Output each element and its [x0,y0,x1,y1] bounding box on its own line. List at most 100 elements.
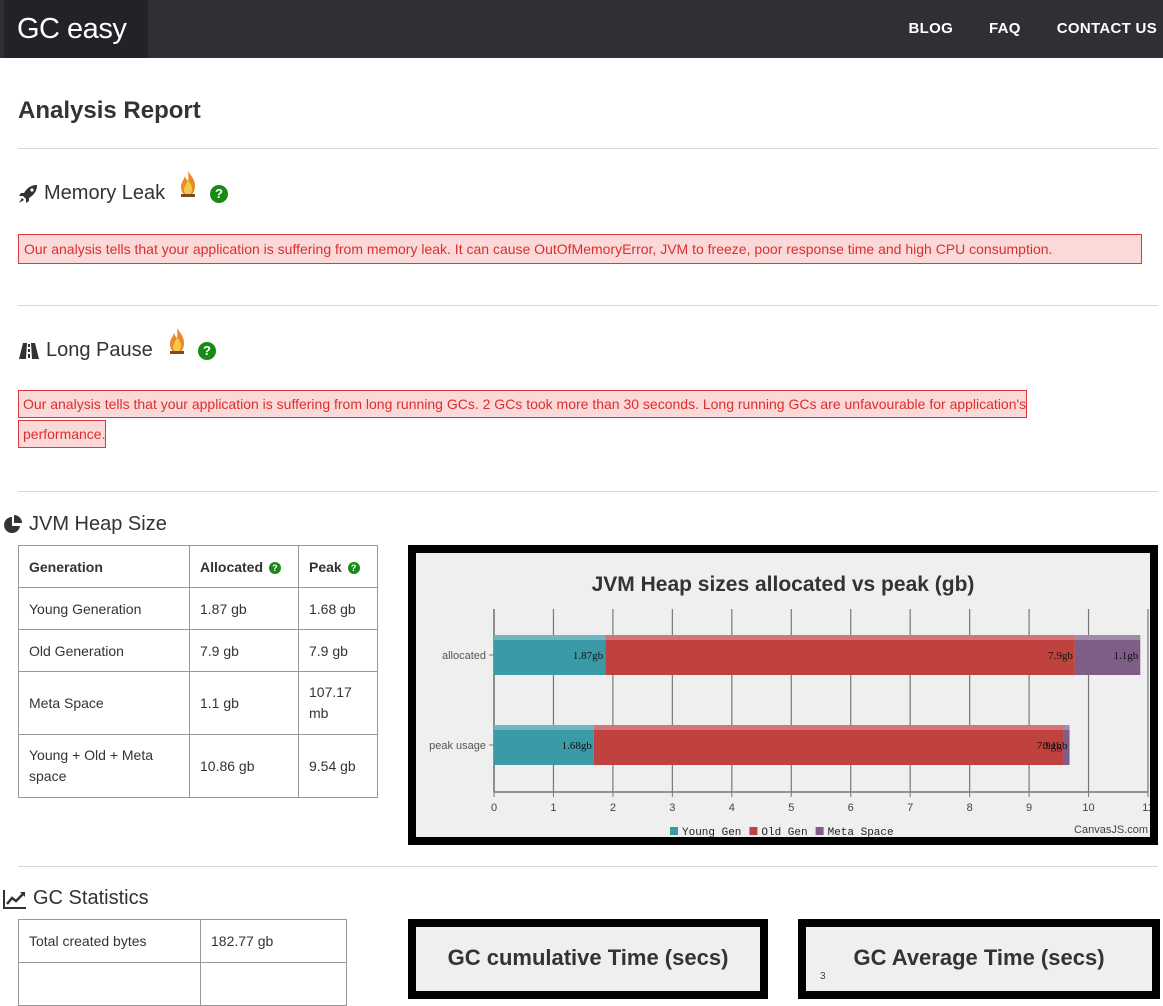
fire-icon [181,171,195,197]
allocated-help-icon[interactable]: ? [268,561,281,574]
table-cell: Young Generation [18,587,190,630]
x-tick-label: 5 [788,802,794,814]
legend-label: Old Gen [761,827,807,837]
bar-segment [1074,635,1141,675]
data-label: 7.9gb [1048,650,1073,662]
legend-swatch [749,827,758,835]
x-tick-label: 9 [1026,802,1032,814]
peak-help-icon[interactable]: ? [347,561,360,574]
x-tick-label: 11 [1142,802,1150,814]
long-pause-help-icon[interactable]: ? [198,342,216,360]
line-chart-icon [3,889,26,909]
x-tick-label: 8 [967,802,973,814]
heap-table: Generation Allocated ? Peak ? Young Gene… [18,545,378,798]
data-label: 1.1gb [1114,650,1139,662]
data-label: 0.1gb [1043,740,1068,752]
table-cell: 182.77 gb [200,919,347,963]
table-row: Meta Space 1.1 gb 107.17 mb [18,671,378,735]
bar-segment [494,635,606,675]
gc-statistics-heading: GC Statistics [3,887,149,910]
bar-segment [1063,725,1070,765]
legend-label: Young Gen [682,827,741,837]
gc-stats-table: Total created bytes 182.77 gb [18,919,347,1006]
table-header-row: Generation Allocated ? Peak ? [18,545,378,588]
bar-highlight [605,635,1075,640]
header-allocated-label: Allocated [200,558,264,575]
table-cell: 7.9 gb [189,629,299,672]
data-label: 7.9gb [1037,740,1062,752]
pie-chart-icon [4,514,22,533]
legend-label: Meta Space [828,827,894,837]
table-cell: 9.54 gb [298,734,378,798]
x-tick-label: 6 [848,802,854,814]
navbar: GC easy BLOG FAQ CONTACT US [0,0,1163,58]
heap-chart: JVM Heap sizes allocated vs peak (gb) 0 1… [408,545,1158,845]
nav-link-blog[interactable]: BLOG [908,20,954,37]
canvasjs-credit[interactable]: CanvasJS.com [1074,824,1148,836]
x-tick-label: 3 [669,802,675,814]
jvm-heap-title: JVM Heap Size [29,513,167,535]
bar-segment [494,725,594,765]
rocket-icon [19,184,37,203]
page-title: Analysis Report [18,97,201,124]
data-label: 1.87gb [573,650,604,662]
memory-leak-help-icon[interactable]: ? [210,185,228,203]
bar-highlight [494,635,606,640]
table-cell [200,962,347,1006]
x-tick-label: 10 [1082,802,1094,814]
header-peak: Peak ? [298,545,378,588]
y-tick-label: allocated [442,650,486,662]
x-tick-label: 1 [550,802,556,814]
header-generation: Generation [18,545,190,588]
data-label: 1.68gb [562,740,593,752]
bar-highlight [593,725,1064,730]
nav-links: BLOG FAQ CONTACT US [873,0,1158,58]
long-pause-title: Long Pause [46,339,153,361]
bar-highlight [494,725,594,730]
x-tick-label: 0 [491,802,497,814]
table-cell: Old Generation [18,629,190,672]
bar-segment [605,635,1075,675]
x-tick-label: 2 [610,802,616,814]
bar-segment [593,725,1064,765]
gc-statistics-title: GC Statistics [33,887,149,909]
chart-title: GC Average Time (secs) [853,945,1105,970]
x-tick-label: 4 [729,802,735,814]
x-tick-label: 7 [907,802,913,814]
chart-title: GC cumulative Time (secs) [447,945,729,970]
memory-leak-alert: Our analysis tells that your application… [18,234,1142,264]
jvm-heap-heading: JVM Heap Size [3,513,167,536]
bar-highlight [1074,635,1141,640]
table-cell: Young + Old + Meta space [18,734,190,798]
legend-swatch [815,827,824,835]
table-cell: Meta Space [18,671,190,735]
divider [18,866,1158,867]
table-row [18,962,347,1006]
divider [18,148,1158,149]
long-pause-alert-text: Our analysis tells that your application… [18,390,1028,448]
divider [18,305,1158,306]
table-row: Young + Old + Meta space 10.86 gb 9.54 g… [18,734,378,798]
table-cell: 1.1 gb [189,671,299,735]
table-row: Old Generation 7.9 gb 7.9 gb [18,629,378,672]
header-allocated: Allocated ? [189,545,299,588]
road-icon [19,342,39,359]
long-pause-heading: Long Pause [18,339,153,362]
table-cell: 1.68 gb [298,587,378,630]
brand-logo[interactable]: GC easy [4,0,148,58]
heap-chart-plot: 0 1 2 3 4 5 6 7 8 9 10 11 allocated 1.87gb 7.9gb 1.1gb p… [429,609,1150,837]
table-cell [18,962,201,1006]
table-cell: 107.17 mb [298,671,378,735]
nav-link-faq[interactable]: FAQ [989,20,1021,37]
table-cell: Total created bytes [18,919,201,963]
memory-leak-title: Memory Leak [44,182,166,204]
gc-cumulative-chart: GC cumulative Time (secs) [408,919,768,999]
fire-icon [170,328,184,354]
nav-link-contact[interactable]: CONTACT US [1056,20,1157,37]
memory-leak-heading: Memory Leak [18,182,165,205]
bar-highlight [1063,725,1070,730]
table-row: Young Generation 1.87 gb 1.68 gb [18,587,378,630]
y-tick-label: peak usage [429,740,486,752]
long-pause-alert: Our analysis tells that your application… [18,389,1110,449]
header-peak-label: Peak [309,558,342,575]
